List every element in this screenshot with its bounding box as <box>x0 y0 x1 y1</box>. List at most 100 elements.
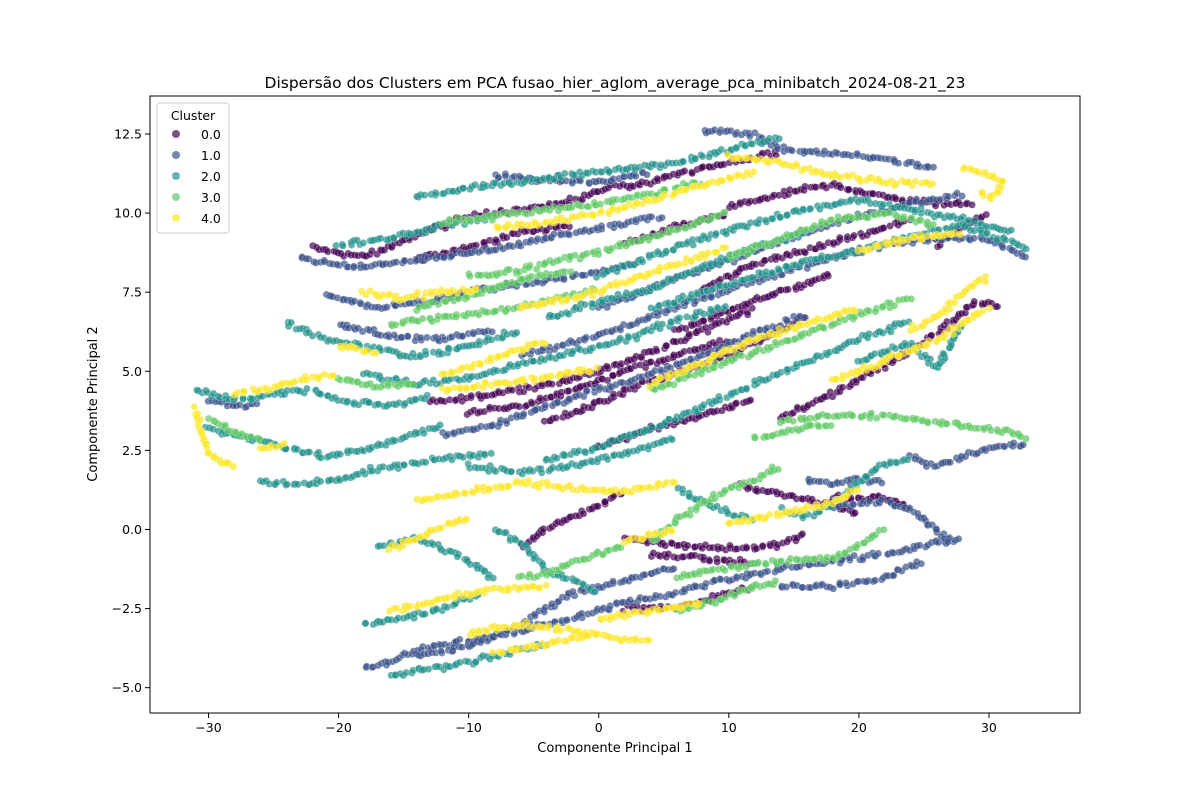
data-point <box>753 559 762 568</box>
data-point <box>467 373 475 381</box>
data-point <box>915 216 924 224</box>
data-point <box>806 204 815 213</box>
data-point <box>544 482 552 490</box>
data-point <box>643 170 651 179</box>
data-point <box>583 386 591 395</box>
data-point <box>698 152 707 161</box>
data-point <box>527 272 536 281</box>
data-point <box>871 349 879 358</box>
data-point <box>530 374 539 383</box>
data-point <box>594 502 602 511</box>
data-point <box>838 383 847 392</box>
data-point <box>999 243 1007 252</box>
data-point <box>421 458 430 467</box>
data-point <box>240 387 248 396</box>
data-point <box>392 258 401 266</box>
data-point <box>1022 245 1030 253</box>
data-point <box>867 409 876 418</box>
data-point <box>718 177 727 185</box>
data-point <box>517 242 525 250</box>
data-point <box>305 448 314 456</box>
data-point <box>255 435 264 444</box>
data-point <box>437 647 445 655</box>
data-point <box>465 216 474 225</box>
data-point <box>594 246 602 255</box>
data-point <box>589 211 598 219</box>
data-point <box>462 515 471 523</box>
data-point <box>647 212 656 221</box>
data-point <box>453 552 462 561</box>
data-point <box>702 579 710 588</box>
data-point <box>592 443 601 452</box>
data-point <box>581 447 589 456</box>
data-point <box>512 328 521 337</box>
data-point <box>907 295 916 303</box>
data-point <box>516 645 524 654</box>
data-point <box>224 426 233 435</box>
data-point <box>498 649 507 657</box>
data-point <box>638 257 647 266</box>
data-point <box>727 562 735 570</box>
data-point <box>485 484 494 493</box>
data-point <box>732 399 741 407</box>
data-point <box>707 293 716 302</box>
data-point <box>748 273 757 282</box>
data-point <box>446 216 454 225</box>
data-point <box>721 566 729 575</box>
data-point <box>799 205 807 213</box>
data-point <box>467 391 475 400</box>
data-point <box>565 387 573 395</box>
data-point <box>771 576 780 585</box>
data-point <box>596 200 605 208</box>
data-point <box>679 157 688 166</box>
data-point <box>420 191 429 199</box>
data-point <box>674 225 683 233</box>
data-point <box>776 557 785 566</box>
data-point <box>848 411 857 420</box>
chart-title: Dispersão dos Clusters em PCA fusao_hier… <box>265 74 966 93</box>
data-point <box>461 489 469 498</box>
data-point <box>565 368 574 377</box>
data-point <box>917 559 926 568</box>
data-point <box>413 288 422 297</box>
data-point <box>829 584 838 593</box>
data-point <box>581 300 589 309</box>
data-point <box>798 530 807 538</box>
data-point <box>864 214 872 222</box>
data-point <box>579 509 588 518</box>
data-point <box>343 397 352 406</box>
data-point <box>294 480 302 489</box>
data-point <box>641 570 649 579</box>
data-point <box>481 378 489 387</box>
data-point <box>606 602 615 610</box>
data-point <box>588 344 597 352</box>
data-point <box>504 482 513 490</box>
data-point <box>669 565 678 573</box>
data-point <box>489 574 498 582</box>
data-point <box>782 262 791 271</box>
data-point <box>350 262 358 271</box>
data-point <box>421 350 430 359</box>
data-point <box>431 188 440 197</box>
data-point <box>880 525 888 534</box>
data-point <box>574 344 583 353</box>
data-point <box>849 500 858 509</box>
data-point <box>681 324 690 333</box>
data-point <box>1001 236 1010 244</box>
data-point <box>742 544 751 552</box>
data-point <box>749 327 758 336</box>
data-point <box>762 560 770 569</box>
data-point <box>851 509 859 517</box>
data-point <box>993 302 1002 311</box>
data-point <box>597 222 606 230</box>
data-point <box>452 313 461 321</box>
data-point <box>675 325 683 334</box>
data-point <box>494 224 503 232</box>
data-point <box>423 333 431 342</box>
data-point <box>789 417 797 426</box>
data-point <box>827 253 836 262</box>
data-point <box>671 588 680 597</box>
data-point <box>929 163 938 171</box>
